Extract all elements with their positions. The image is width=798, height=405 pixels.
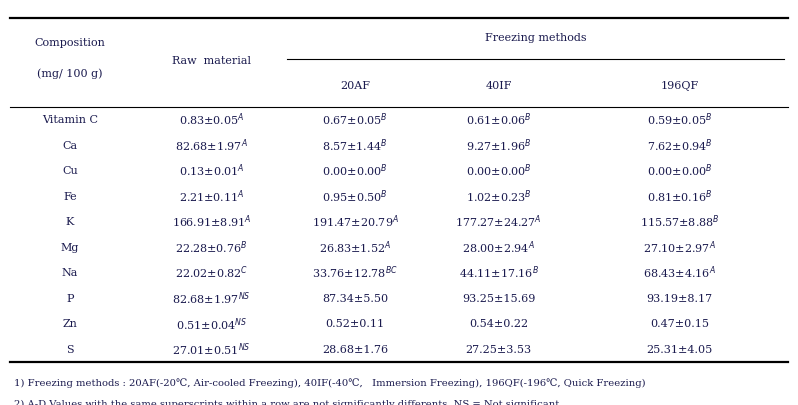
Text: 0.61±0.06$^{B}$: 0.61±0.06$^{B}$ [466, 112, 531, 128]
Text: 0.95±0.50$^{B}$: 0.95±0.50$^{B}$ [322, 188, 388, 205]
Text: 166.91±8.91$^{A}$: 166.91±8.91$^{A}$ [172, 214, 251, 230]
Text: Composition: Composition [34, 38, 105, 48]
Text: 0.51±0.04$^{NS}$: 0.51±0.04$^{NS}$ [176, 316, 247, 333]
Text: 0.00±0.00$^{B}$: 0.00±0.00$^{B}$ [646, 163, 713, 179]
Text: S: S [66, 345, 73, 355]
Text: 196QF: 196QF [661, 81, 698, 91]
Text: 177.27±24.27$^{A}$: 177.27±24.27$^{A}$ [456, 214, 542, 230]
Text: 33.76±12.78$^{BC}$: 33.76±12.78$^{BC}$ [312, 265, 398, 281]
Text: 44.11±17.16$^{B}$: 44.11±17.16$^{B}$ [459, 265, 539, 281]
Text: 0.54±0.22: 0.54±0.22 [469, 319, 528, 329]
Text: 0.59±0.05$^{B}$: 0.59±0.05$^{B}$ [646, 112, 713, 128]
Text: Raw  material: Raw material [172, 56, 251, 66]
Text: 20AF: 20AF [340, 81, 370, 91]
Text: 40IF: 40IF [485, 81, 512, 91]
Text: 93.19±8.17: 93.19±8.17 [646, 294, 713, 304]
Text: Fe: Fe [63, 192, 77, 202]
Text: 0.00±0.00$^{B}$: 0.00±0.00$^{B}$ [322, 163, 388, 179]
Text: Ca: Ca [62, 141, 77, 151]
Text: Vitamin C: Vitamin C [41, 115, 98, 125]
Text: 0.00±0.00$^{B}$: 0.00±0.00$^{B}$ [466, 163, 531, 179]
Text: 28.68±1.76: 28.68±1.76 [322, 345, 388, 355]
Text: 26.83±1.52$^{A}$: 26.83±1.52$^{A}$ [319, 239, 391, 256]
Text: 1.02±0.23$^{B}$: 1.02±0.23$^{B}$ [466, 188, 531, 205]
Text: Zn: Zn [62, 319, 77, 329]
Text: 2) A-D Values with the same superscripts within a row are not significantly diff: 2) A-D Values with the same superscripts… [14, 400, 559, 405]
Text: P: P [66, 294, 73, 304]
Text: 0.52±0.11: 0.52±0.11 [326, 319, 385, 329]
Text: 22.28±0.76$^{B}$: 22.28±0.76$^{B}$ [175, 239, 248, 256]
Text: 27.25±3.53: 27.25±3.53 [466, 345, 531, 355]
Text: 22.02±0.82$^{C}$: 22.02±0.82$^{C}$ [175, 265, 248, 281]
Text: (mg/ 100 g): (mg/ 100 g) [37, 68, 103, 79]
Text: 93.25±15.69: 93.25±15.69 [462, 294, 535, 304]
Text: 0.13±0.01$^{A}$: 0.13±0.01$^{A}$ [179, 163, 244, 179]
Text: Mg: Mg [61, 243, 79, 253]
Text: 8.57±1.44$^{B}$: 8.57±1.44$^{B}$ [322, 137, 388, 154]
Text: 27.01±0.51$^{NS}$: 27.01±0.51$^{NS}$ [172, 341, 251, 358]
Text: 0.67±0.05$^{B}$: 0.67±0.05$^{B}$ [322, 112, 388, 128]
Text: 28.00±2.94$^{A}$: 28.00±2.94$^{A}$ [462, 239, 535, 256]
Text: 87.34±5.50: 87.34±5.50 [322, 294, 388, 304]
Text: Na: Na [61, 268, 78, 278]
Text: 2.21±0.11$^{A}$: 2.21±0.11$^{A}$ [179, 188, 244, 205]
Text: 25.31±4.05: 25.31±4.05 [646, 345, 713, 355]
Text: 0.83±0.05$^{A}$: 0.83±0.05$^{A}$ [179, 112, 244, 128]
Text: 0.81±0.16$^{B}$: 0.81±0.16$^{B}$ [646, 188, 713, 205]
Text: 191.47±20.79$^{A}$: 191.47±20.79$^{A}$ [312, 214, 398, 230]
Text: K: K [65, 217, 74, 227]
Text: 9.27±1.96$^{B}$: 9.27±1.96$^{B}$ [466, 137, 531, 154]
Text: 7.62±0.94$^{B}$: 7.62±0.94$^{B}$ [646, 137, 713, 154]
Text: Freezing methods: Freezing methods [485, 33, 587, 43]
Text: 1) Freezing methods : 20AF(-20℃, Air-cooled Freezing), 40IF(-40℃,   Immersion Fr: 1) Freezing methods : 20AF(-20℃, Air-coo… [14, 379, 646, 388]
Text: 82.68±1.97$^{NS}$: 82.68±1.97$^{NS}$ [172, 290, 251, 307]
Text: 27.10±2.97$^{A}$: 27.10±2.97$^{A}$ [643, 239, 716, 256]
Text: 115.57±8.88$^{B}$: 115.57±8.88$^{B}$ [640, 214, 719, 230]
Text: Cu: Cu [62, 166, 77, 176]
Text: 0.47±0.15: 0.47±0.15 [650, 319, 709, 329]
Text: 68.43±4.16$^{A}$: 68.43±4.16$^{A}$ [643, 265, 716, 281]
Text: 82.68±1.97$^{A}$: 82.68±1.97$^{A}$ [175, 137, 248, 154]
